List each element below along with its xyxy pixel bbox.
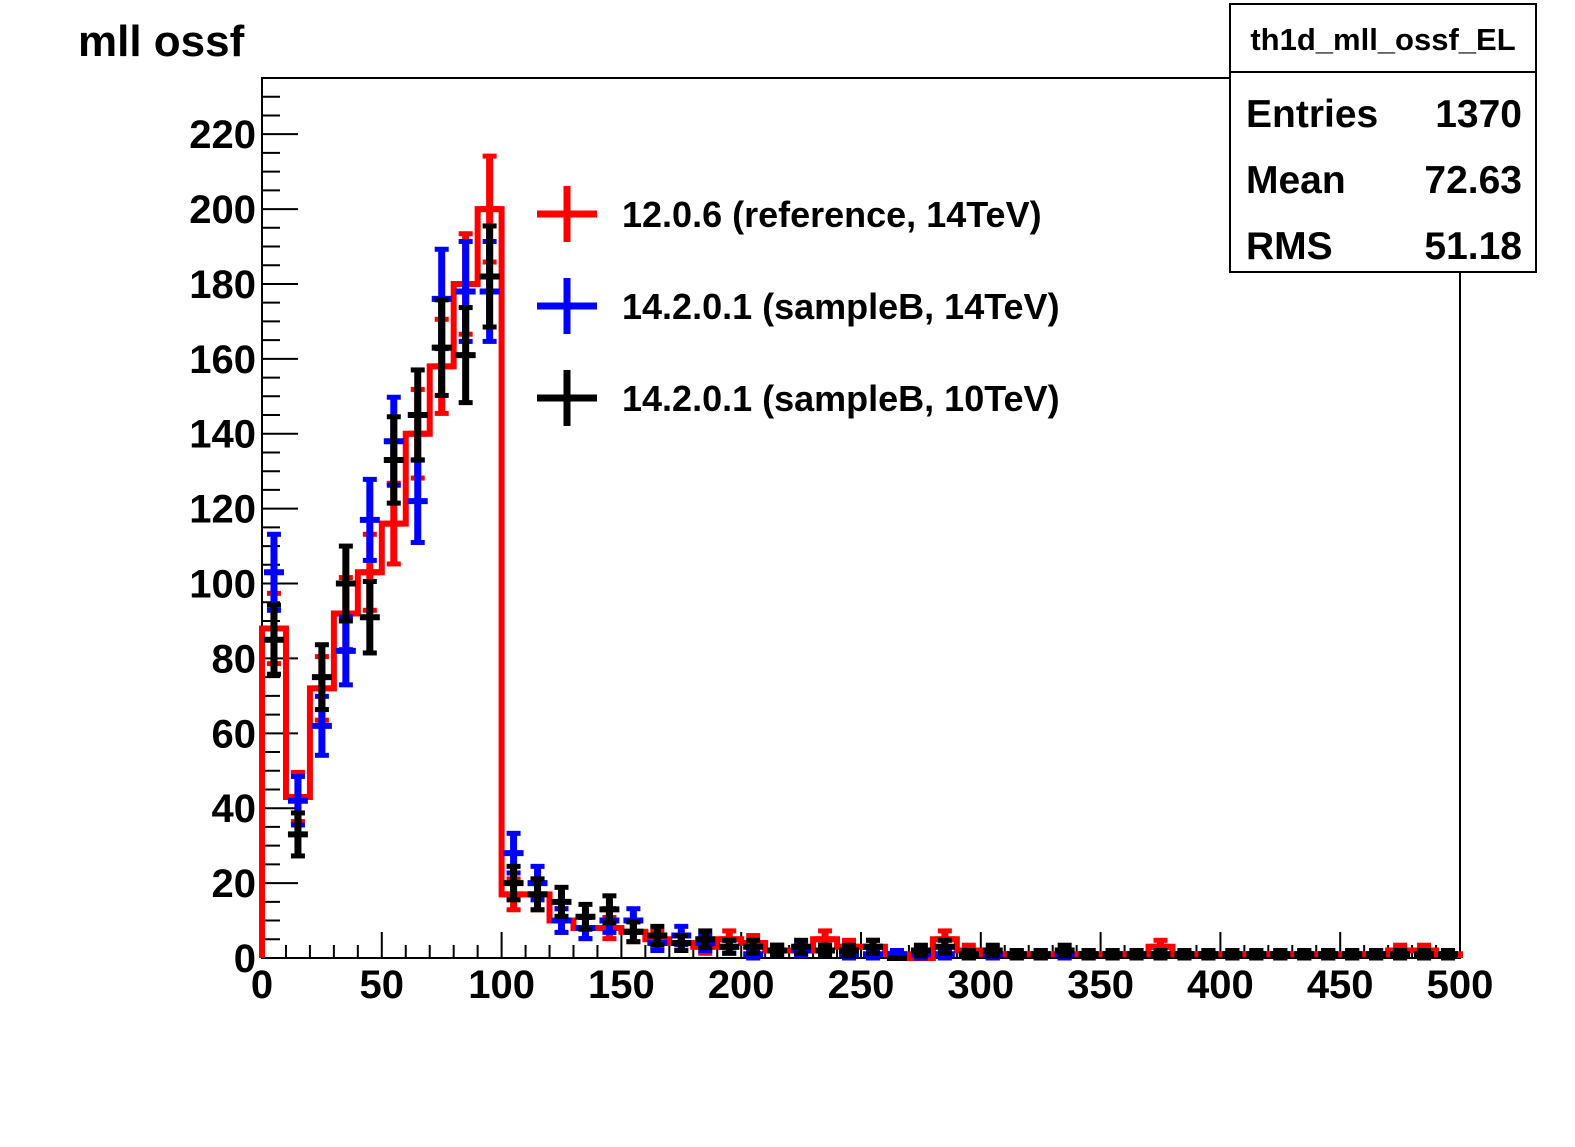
error-bar <box>1366 948 1387 961</box>
error-bar <box>287 810 308 859</box>
error-bar <box>1030 948 1051 961</box>
legend-label: 12.0.6 (reference, 14TeV) <box>622 194 1042 235</box>
y-tick-label: 60 <box>212 712 257 756</box>
error-bar <box>1294 948 1315 961</box>
x-tick-label: 250 <box>828 963 895 1007</box>
stats-value: 1370 <box>1435 93 1522 136</box>
chart-title: mll ossf <box>78 17 245 66</box>
error-bar <box>575 901 596 932</box>
error-bar <box>479 223 500 330</box>
error-bar <box>1174 948 1195 961</box>
stats-box-frame <box>1229 3 1537 273</box>
y-tick-label: 200 <box>189 188 256 232</box>
plot-area: 0 20 40 60 80 100 120 140 160 180 200 220 0 50 100 150 2… <box>189 77 1494 1007</box>
x-tick-label: 400 <box>1187 963 1254 1007</box>
stats-label: Entries <box>1246 93 1378 136</box>
y-tick-label: 220 <box>189 113 256 157</box>
error-bar <box>671 933 692 954</box>
error-bar <box>335 543 356 624</box>
error-bar <box>527 876 548 913</box>
y-tick-label: 0 <box>234 937 256 981</box>
legend-entry: 12.0.6 (reference, 14TeV) <box>537 186 1042 242</box>
x-tick-label: 150 <box>588 963 655 1007</box>
error-bar <box>359 579 380 656</box>
error-bar <box>1390 948 1411 961</box>
error-bar <box>503 863 524 903</box>
error-bar <box>934 937 955 956</box>
error-bar <box>599 893 620 926</box>
error-bar <box>863 937 883 956</box>
y-tick-label: 120 <box>189 488 256 532</box>
series-2 <box>264 223 1458 961</box>
error-bar <box>791 937 812 956</box>
x-tick-label: 300 <box>947 963 1014 1007</box>
error-bar <box>359 476 380 563</box>
error-bar <box>407 367 428 463</box>
error-bar <box>695 928 716 951</box>
error-bar <box>767 942 788 959</box>
x-tick-label: 50 <box>360 963 405 1007</box>
error-bar <box>1414 948 1435 961</box>
legend-entry: 14.2.0.1 (sampleB, 14TeV) <box>537 278 1060 334</box>
error-bar <box>647 923 668 948</box>
y-tick-label: 40 <box>212 787 257 831</box>
y-tick-label: 100 <box>189 563 256 607</box>
error-bar <box>431 297 452 398</box>
error-bar <box>1246 948 1267 961</box>
error-bar <box>1198 948 1219 961</box>
x-tick-label: 200 <box>708 963 775 1007</box>
stats-label: RMS <box>1246 225 1333 268</box>
error-bar <box>335 614 356 688</box>
y-tick-label: 140 <box>189 413 256 457</box>
stats-box: th1d_mll_ossf_EL Entries 1370 Mean 72.63 RMS 5… <box>1229 3 1537 273</box>
error-bar <box>815 942 836 959</box>
error-bar <box>1438 948 1458 961</box>
error-bar <box>455 305 476 406</box>
error-bar <box>1342 948 1363 961</box>
x-tick-label: 450 <box>1307 963 1374 1007</box>
error-bar <box>1270 948 1291 961</box>
error-bar <box>1222 948 1243 961</box>
error-bar <box>719 937 740 956</box>
error-bar <box>551 884 572 919</box>
legend-entry: 14.2.0.1 (sampleB, 10TeV) <box>537 370 1060 426</box>
y-tick-label: 80 <box>212 637 257 681</box>
stats-value: 51.18 <box>1424 225 1522 268</box>
error-bar <box>1318 948 1339 961</box>
error-bar <box>1078 948 1099 961</box>
error-bar <box>311 642 332 713</box>
error-bar <box>1102 948 1123 961</box>
legend: 12.0.6 (reference, 14TeV) 14.2.0.1 (sampl… <box>537 186 1060 426</box>
x-tick-label: 500 <box>1427 963 1494 1007</box>
error-bar <box>1006 948 1027 961</box>
error-bar <box>958 948 979 961</box>
error-bar <box>1150 948 1171 961</box>
error-bar <box>839 942 859 959</box>
error-bar <box>383 414 404 506</box>
error-bar <box>743 937 764 956</box>
x-tick-label: 0 <box>251 963 273 1007</box>
error-bar <box>623 919 644 945</box>
error-bar <box>407 457 428 546</box>
stats-label: Mean <box>1246 159 1346 202</box>
error-bar <box>1054 942 1075 959</box>
error-bar <box>264 602 284 677</box>
legend-label: 14.2.0.1 (sampleB, 14TeV) <box>622 286 1060 327</box>
x-tick-label: 350 <box>1067 963 1134 1007</box>
x-tick-label: 100 <box>468 963 535 1007</box>
error-bar <box>910 942 931 959</box>
legend-label: 14.2.0.1 (sampleB, 10TeV) <box>622 378 1060 419</box>
stats-value: 72.63 <box>1424 159 1522 202</box>
error-bar <box>982 942 1003 959</box>
y-tick-label: 20 <box>212 862 257 906</box>
y-tick-label: 160 <box>189 338 256 382</box>
error-bar <box>1126 948 1147 961</box>
y-tick-label: 180 <box>189 263 256 307</box>
stats-box-title: th1d_mll_ossf_EL <box>1250 22 1515 57</box>
